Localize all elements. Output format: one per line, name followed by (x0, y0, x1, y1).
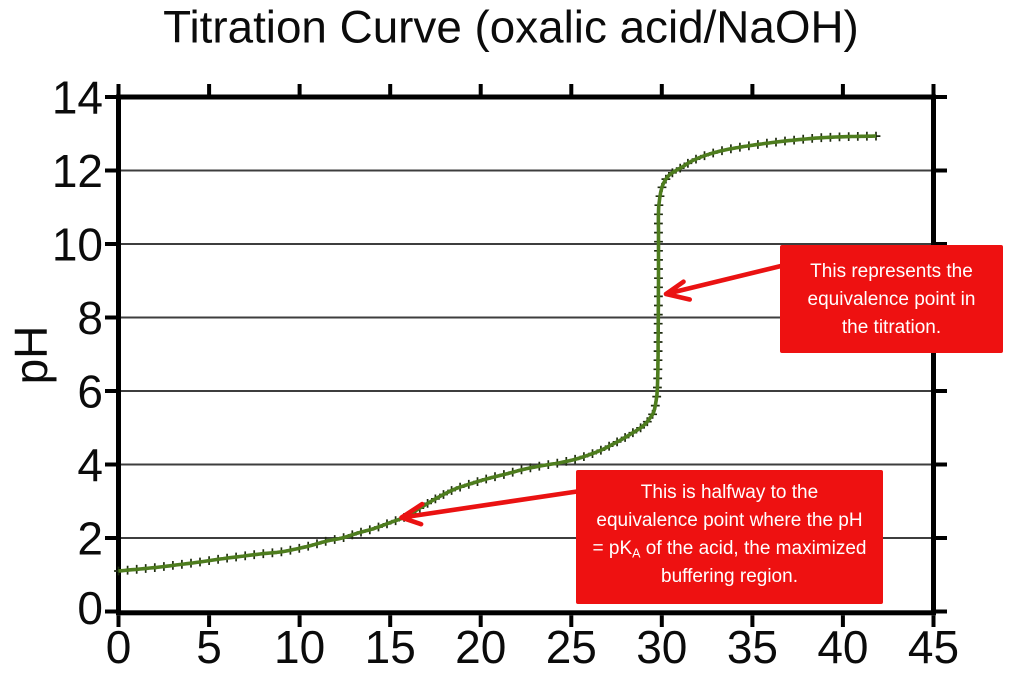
svg-text:4: 4 (77, 439, 103, 491)
svg-text:0: 0 (106, 621, 132, 673)
svg-text:Titration Curve (oxalic acid/N: Titration Curve (oxalic acid/NaOH) (163, 2, 859, 53)
svg-text:14: 14 (52, 72, 103, 124)
svg-text:6: 6 (77, 366, 103, 418)
svg-text:35: 35 (727, 621, 778, 673)
svg-text:30: 30 (636, 621, 687, 673)
svg-text:40: 40 (817, 621, 868, 673)
svg-text:5: 5 (196, 621, 222, 673)
svg-text:0: 0 (77, 582, 103, 634)
svg-text:15: 15 (365, 621, 416, 673)
svg-text:12: 12 (52, 145, 103, 197)
svg-text:10: 10 (52, 219, 103, 271)
svg-text:25: 25 (546, 621, 597, 673)
svg-text:20: 20 (455, 621, 506, 673)
svg-text:10: 10 (274, 621, 325, 673)
svg-text:2: 2 (77, 513, 103, 565)
svg-text:pH: pH (5, 326, 57, 385)
svg-text:8: 8 (77, 292, 103, 344)
svg-text:45: 45 (908, 621, 959, 673)
